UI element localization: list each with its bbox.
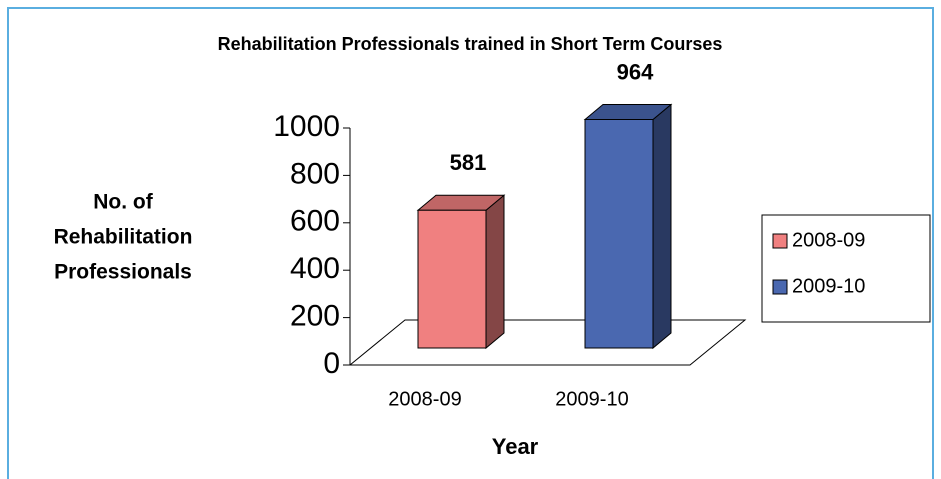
bar-face — [584, 119, 654, 349]
bar — [416, 194, 506, 350]
value-label: 581 — [450, 150, 487, 175]
bar-face — [417, 209, 487, 349]
legend-swatch — [772, 279, 788, 295]
y-tick-label: 400 — [290, 252, 340, 285]
legend-label: 2008-09 — [792, 229, 865, 251]
y-axis-label: Professionals — [54, 261, 192, 284]
legend-swatch — [772, 233, 788, 249]
y-tick-label: 0 — [323, 347, 340, 380]
floor — [348, 319, 747, 366]
y-axis-label: Rehabilitation — [54, 226, 193, 249]
bar-face — [485, 194, 505, 350]
y-tick-label: 600 — [290, 205, 340, 238]
frame — [7, 7, 934, 479]
y-axis-label: No. of — [93, 191, 153, 214]
value-label: 964 — [617, 59, 654, 84]
y-tick-label: 800 — [290, 157, 340, 190]
y-tick-label: 1000 — [273, 110, 340, 143]
x-tick-label: 2008-09 — [388, 388, 461, 410]
chart-title: Rehabilitation Professionals trained in … — [218, 34, 723, 54]
legend-box — [761, 214, 931, 323]
bar — [583, 103, 673, 350]
bar-face — [652, 103, 672, 350]
legend-label: 2009-10 — [792, 275, 865, 297]
y-tick-label: 200 — [290, 300, 340, 333]
x-tick-label: 2009-10 — [555, 388, 628, 410]
x-axis-label: Year — [492, 434, 539, 459]
